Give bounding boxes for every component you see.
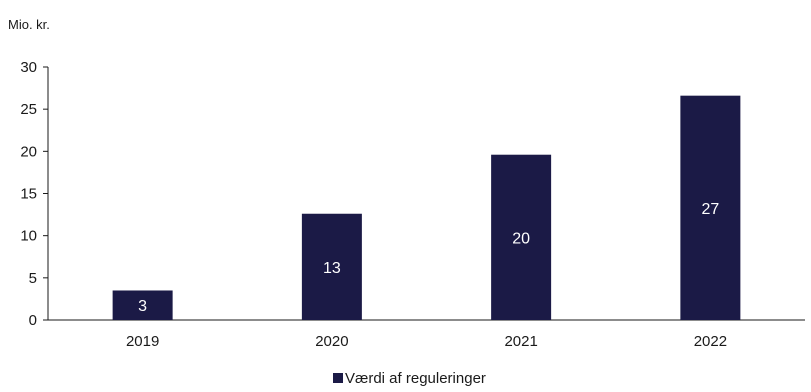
y-axis: 0 5 10 15 20 25 30 [20,59,49,329]
bars: 3 13 20 27 [112,95,741,320]
bar-data-label: 27 [701,201,719,218]
y-tick-label: 0 [29,312,37,329]
x-tick-label: 2019 [126,333,159,350]
x-tick-label: 2022 [694,333,727,350]
y-axis-unit-label: Mio. kr. [8,17,50,32]
legend: Værdi af reguleringer [333,370,486,387]
legend-label: Værdi af reguleringer [345,370,486,387]
legend-swatch [333,373,343,383]
x-tick-label: 2021 [504,333,537,350]
bar-data-label: 13 [323,260,341,277]
bar-2020 [301,213,362,320]
bar-2019 [112,290,173,320]
y-tick-label: 15 [20,186,37,203]
y-tick-label: 5 [29,270,37,287]
bar-2021 [491,154,552,320]
x-tick-label: 2020 [315,333,348,350]
x-axis: 2019 2020 2021 2022 [48,319,805,350]
bar-2022 [680,95,741,320]
y-tick-label: 25 [20,101,37,118]
bar-data-label: 20 [512,230,530,247]
y-tick-label: 30 [20,59,37,76]
y-tick-label: 20 [20,143,37,160]
y-tick-label: 10 [20,228,37,245]
bar-data-label: 3 [138,298,147,315]
